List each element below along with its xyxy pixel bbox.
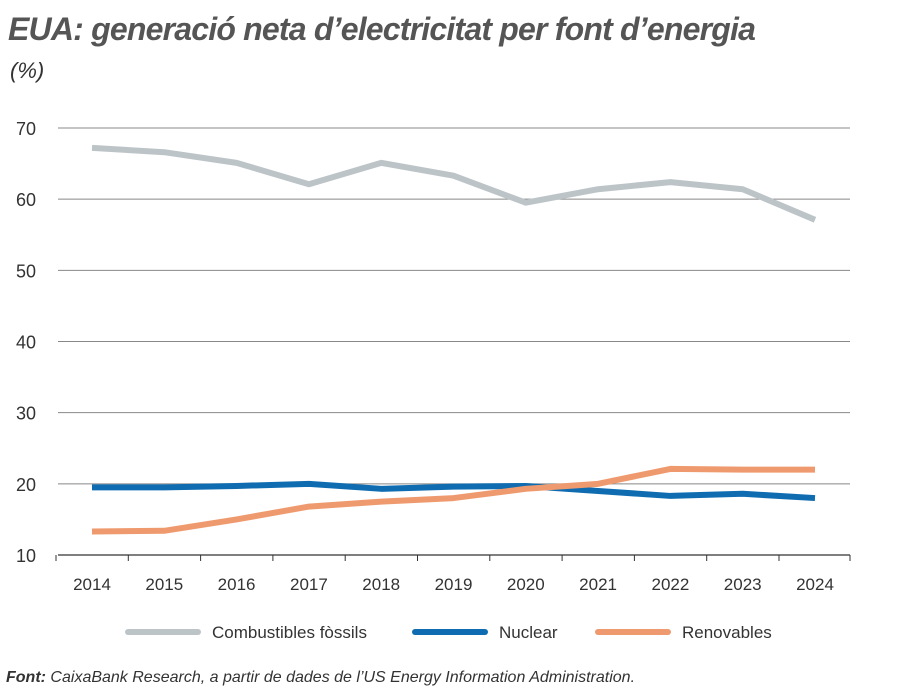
x-tick-label: 2018 bbox=[362, 575, 400, 594]
source-label: Font: bbox=[6, 669, 46, 686]
chart-title: EUA: generació neta d’electricitat per f… bbox=[8, 11, 756, 47]
y-tick-label: 20 bbox=[16, 475, 36, 495]
line-chart: 10 20 30 40 50 60 70 2014 2015 2016 2017 2018 2019 20… bbox=[16, 119, 851, 642]
x-tick-label: 2017 bbox=[290, 575, 328, 594]
x-tick-label: 2016 bbox=[218, 575, 256, 594]
y-tick-label: 40 bbox=[16, 333, 36, 353]
chart-subtitle: (%) bbox=[10, 58, 45, 83]
x-tick-label: 2020 bbox=[507, 575, 545, 594]
series-line-nuclear bbox=[92, 480, 816, 502]
y-tick-label: 30 bbox=[16, 404, 36, 424]
source-text: CaixaBank Research, a partir de dades de… bbox=[45, 669, 636, 686]
y-tick-label: 10 bbox=[16, 546, 36, 566]
x-tick-label: 2015 bbox=[145, 575, 183, 594]
x-tick-label: 2019 bbox=[435, 575, 473, 594]
x-tick-label: 2021 bbox=[579, 575, 617, 594]
y-tick-label: 70 bbox=[16, 119, 36, 139]
y-tick-label: 60 bbox=[16, 190, 36, 210]
x-tick-label: 2014 bbox=[73, 575, 111, 594]
source-note: Font: CaixaBank Research, a partir de da… bbox=[6, 668, 635, 688]
legend-label: Renovables bbox=[682, 623, 772, 642]
series-line-combustibles-f-ssils bbox=[91, 144, 817, 223]
legend-label: Nuclear bbox=[499, 623, 558, 642]
x-tick-label: 2022 bbox=[651, 575, 689, 594]
x-tick-label: 2024 bbox=[796, 575, 834, 594]
series-line-renovables bbox=[91, 465, 815, 535]
legend-label: Combustibles fòssils bbox=[212, 623, 367, 642]
y-tick-label: 50 bbox=[16, 261, 36, 281]
x-tick-label: 2023 bbox=[724, 575, 762, 594]
